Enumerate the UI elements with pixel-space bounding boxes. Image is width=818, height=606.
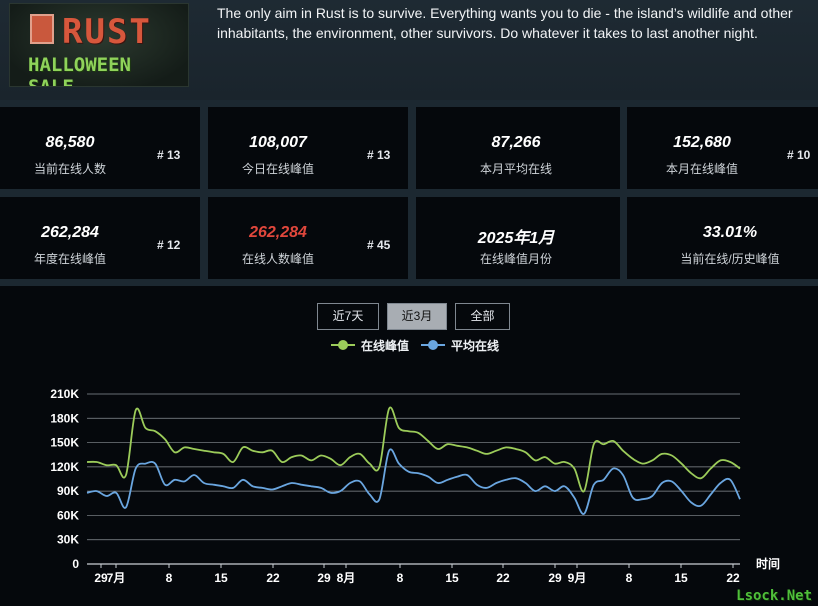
legend-dot-icon: [428, 340, 438, 350]
stat-label: 当前在线/历史峰值: [680, 252, 780, 266]
x-tick-label: 29: [94, 571, 108, 585]
x-tick-label: 8: [397, 571, 404, 585]
stat-label: 在线峰值月份: [479, 252, 552, 266]
stat-rank: # 10: [787, 148, 811, 162]
game-description: The only aim in Rust is to survive. Ever…: [217, 5, 793, 41]
stat-label: 年度在线峰值: [33, 252, 106, 266]
x-tick-label: 15: [674, 571, 688, 585]
x-tick-label: 22: [266, 571, 280, 585]
stat-rank: # 45: [367, 238, 391, 252]
y-tick-label: 210K: [50, 387, 79, 401]
y-tick-label: 30K: [57, 533, 79, 547]
x-axis-label: 时间: [756, 556, 780, 571]
series-line-peak: [86, 406, 741, 493]
x-tick-label: 29: [317, 571, 331, 585]
tab-3-months[interactable]: 近3月: [387, 303, 447, 330]
x-tick-label: 22: [496, 571, 510, 585]
series-line-avg: [86, 448, 741, 515]
x-tick-label: 8月: [337, 571, 356, 585]
stat-card-current-vs-peak: 33.01% 当前在线/历史峰值: [627, 197, 818, 279]
stat-value: 262,284: [249, 224, 307, 241]
stat-card-today-peak: 108,007 今日在线峰值 # 13: [208, 107, 408, 189]
y-tick-label: 120K: [50, 460, 79, 474]
stat-rank: # 13: [367, 148, 391, 162]
x-tick-label: 22: [726, 571, 740, 585]
stat-card-alltime-peak: 262,284 在线人数峰值 # 45: [208, 197, 408, 279]
x-tick-label: 8: [626, 571, 633, 585]
stat-value: 262,284: [41, 224, 99, 241]
x-tick-label: 15: [214, 571, 228, 585]
stat-label: 当前在线人数: [33, 162, 106, 176]
stat-label: 本月在线峰值: [665, 162, 738, 176]
y-tick-label: 0: [72, 557, 79, 571]
stat-label: 今日在线峰值: [241, 162, 314, 176]
stat-value: 33.01%: [702, 224, 758, 241]
watermark: Lsock.Net: [736, 588, 812, 604]
legend-label: 平均在线: [451, 339, 500, 353]
game-header: RUST HALLOWEEN SALE The only aim in Rust…: [0, 0, 818, 100]
stat-rank: # 12: [157, 238, 181, 252]
x-tick-label: 9月: [568, 571, 587, 585]
stat-value: 86,580: [45, 134, 95, 151]
stat-value: 108,007: [249, 134, 307, 151]
tab-7-days[interactable]: 近7天: [317, 303, 379, 330]
rust-logo-icon: [30, 14, 54, 44]
stat-label: 本月平均在线: [479, 162, 552, 176]
stat-value: 2025年1月: [477, 230, 555, 247]
stat-card-current-online: 86,580 当前在线人数 # 13: [0, 107, 200, 189]
y-tick-label: 150K: [50, 436, 79, 450]
stat-card-peak-month: 2025年1月 在线峰值月份: [416, 197, 620, 279]
x-tick-label: 7月: [107, 571, 126, 585]
stat-value: 152,680: [673, 134, 731, 151]
banner-title: RUST: [62, 12, 152, 52]
stats-grid: 86,580 当前在线人数 # 13 108,007 今日在线峰值 # 13 8…: [0, 100, 818, 286]
x-tick-label: 8: [166, 571, 173, 585]
stat-value: 87,266: [491, 134, 541, 151]
banner-subtitle: HALLOWEEN SALE: [28, 54, 131, 87]
y-tick-label: 90K: [57, 484, 79, 498]
x-tick-label: 15: [445, 571, 459, 585]
stat-rank: # 13: [157, 148, 181, 162]
stat-label: 在线人数峰值: [241, 252, 314, 266]
stat-card-month-avg: 87,266 本月平均在线: [416, 107, 620, 189]
stat-card-month-peak: 152,680 本月在线峰值 # 10: [627, 107, 818, 189]
y-tick-label: 60K: [57, 508, 79, 522]
stat-card-year-peak: 262,284 年度在线峰值 # 12: [0, 197, 200, 279]
legend-dot-icon: [338, 340, 348, 350]
y-tick-label: 180K: [50, 411, 79, 425]
x-tick-label: 29: [548, 571, 562, 585]
game-banner[interactable]: RUST HALLOWEEN SALE: [9, 3, 189, 87]
tab-all[interactable]: 全部: [455, 303, 510, 330]
legend-label: 在线峰值: [361, 339, 410, 353]
